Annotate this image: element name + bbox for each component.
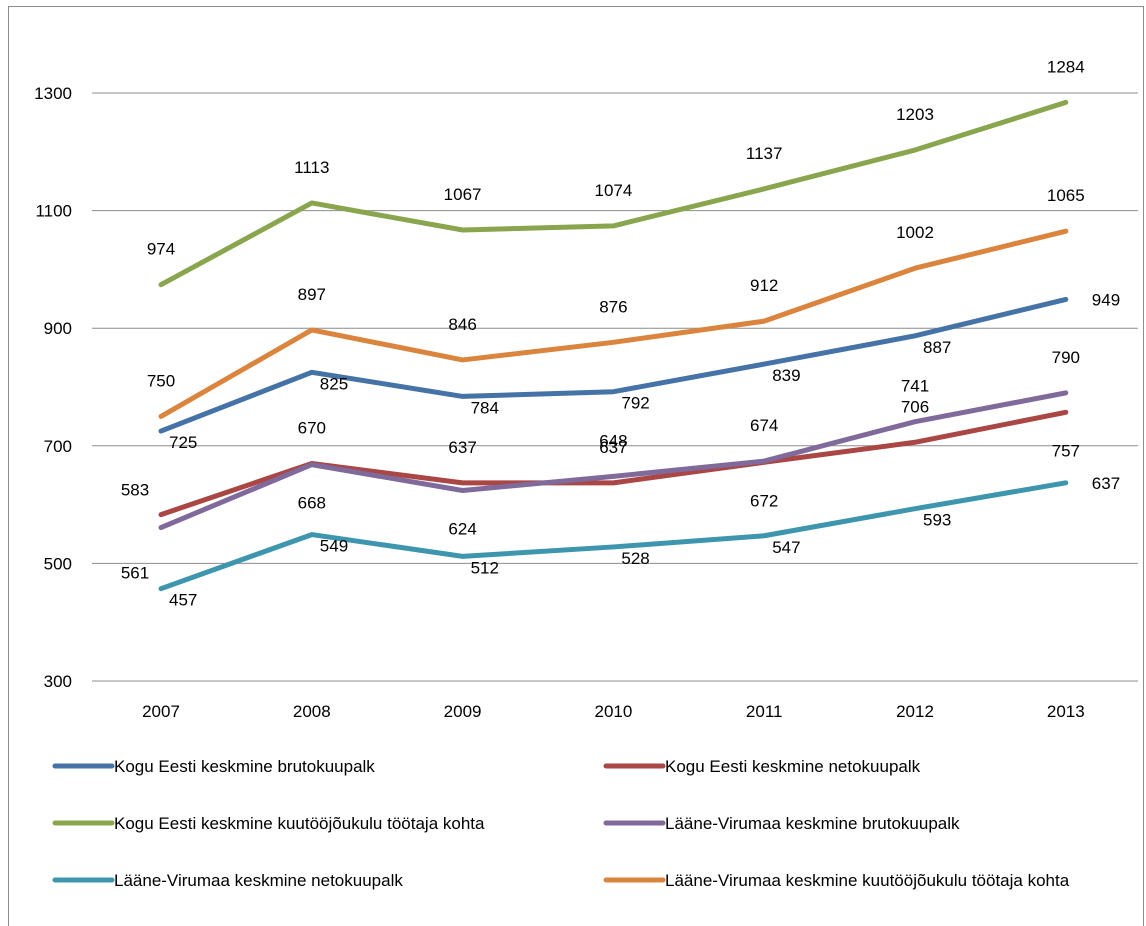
chart-frame: [8, 6, 1144, 926]
data-label: 1137: [746, 144, 783, 163]
y-axis-ticks: 300 500 700 900 1100 1300: [34, 84, 72, 691]
data-label: 512: [471, 558, 499, 577]
data-label: 1002: [896, 223, 934, 242]
data-label: 846: [448, 315, 476, 334]
y-tick-label: 300: [44, 672, 72, 691]
data-label: 741: [901, 377, 929, 396]
series-line: [158, 99, 1069, 288]
x-tick-label: 2008: [293, 702, 331, 721]
x-tick-label: 2012: [896, 702, 934, 721]
data-label: 974: [147, 240, 175, 259]
series-line: [158, 296, 1069, 434]
x-tick-label: 2010: [594, 702, 632, 721]
data-label: 897: [298, 285, 326, 304]
legend-label: Kogu Eesti keskmine brutokuupalk: [114, 757, 375, 776]
x-tick-label: 2013: [1047, 702, 1085, 721]
x-tick-label: 2011: [746, 702, 783, 721]
data-label: 674: [750, 416, 778, 435]
data-label: 757: [1052, 441, 1080, 460]
data-label: 750: [147, 371, 175, 390]
data-label: 672: [750, 491, 778, 510]
legend: Kogu Eesti keskmine brutokuupalk Kogu Ees…: [52, 757, 1070, 890]
gridlines: [92, 92, 1138, 682]
data-label: 825: [320, 374, 348, 393]
data-label: 637: [1092, 474, 1120, 493]
data-label: 1065: [1047, 186, 1085, 205]
data-label: 792: [621, 394, 649, 413]
data-label: 1284: [1047, 57, 1085, 76]
data-label: 1074: [594, 181, 632, 200]
data-label: 670: [298, 418, 326, 437]
data-label: 1067: [444, 185, 482, 204]
data-label: 725: [169, 433, 197, 452]
y-tick-label: 1100: [35, 202, 72, 221]
data-label: 887: [923, 338, 951, 357]
data-label: 876: [599, 297, 627, 316]
data-label: 583: [121, 481, 149, 500]
data-label: 547: [772, 538, 800, 557]
legend-label: Lääne-Virumaa keskmine brutokuupalk: [665, 814, 960, 833]
data-label: 784: [471, 398, 499, 417]
data-label: 668: [298, 494, 326, 513]
data-label: 624: [448, 519, 476, 538]
line-chart: 300 500 700 900 1100 1300 2007 2008 2009 2010 201…: [34, 57, 1138, 890]
data-label: 561: [121, 564, 149, 583]
data-label: 706: [901, 397, 929, 416]
data-label: 457: [169, 591, 197, 610]
data-label: 1113: [294, 158, 329, 177]
legend-label: Lääne-Virumaa keskmine kuutööjõukulu töö…: [665, 871, 1070, 890]
legend-label: Lääne-Virumaa keskmine netokuupalk: [114, 871, 403, 890]
x-tick-label: 2007: [142, 702, 180, 721]
data-label: 648: [599, 431, 627, 450]
y-tick-label: 900: [44, 319, 72, 338]
data-label: 1203: [896, 105, 934, 124]
data-label: 549: [320, 537, 348, 556]
legend-label: Kogu Eesti keskmine kuutööjõukulu töötaj…: [114, 814, 485, 833]
series-line: [158, 228, 1069, 419]
y-tick-label: 500: [44, 554, 72, 573]
data-label: 593: [923, 511, 951, 530]
data-label: 912: [750, 276, 778, 295]
y-tick-label: 1300: [34, 84, 72, 103]
x-axis-ticks: 2007 2008 2009 2010 2011 2012 2013: [142, 702, 1085, 721]
data-label: 839: [772, 366, 800, 385]
series-line: [158, 390, 1069, 531]
data-label: 949: [1092, 290, 1120, 309]
data-label: 637: [448, 438, 476, 457]
series-line: [158, 480, 1069, 592]
y-tick-label: 700: [44, 437, 72, 456]
data-label: 637: [599, 438, 627, 457]
data-label: 528: [621, 549, 649, 568]
series-lines: [158, 99, 1069, 592]
data-label: 790: [1052, 348, 1080, 367]
x-tick-label: 2009: [444, 702, 482, 721]
legend-label: Kogu Eesti keskmine netokuupalk: [665, 757, 921, 776]
